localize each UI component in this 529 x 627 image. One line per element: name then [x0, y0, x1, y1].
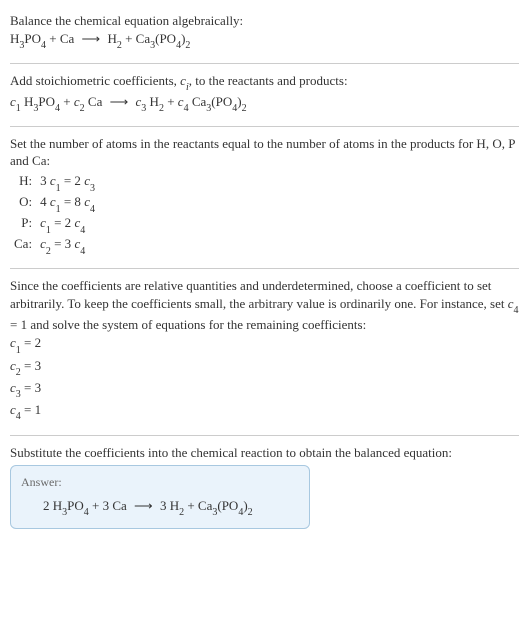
divider [10, 126, 519, 127]
element-equation: 3 c1 = 2 c3 [36, 172, 99, 193]
section-solve: Since the coefficients are relative quan… [10, 273, 519, 431]
heading-text: Add stoichiometric coefficients, ci, to … [10, 72, 519, 93]
atom-equation-row: P:c1 = 2 c4 [10, 214, 99, 235]
section-add-coeffs: Add stoichiometric coefficients, ci, to … [10, 68, 519, 122]
atom-equations-table: H:3 c1 = 2 c3O:4 c1 = 8 c4P:c1 = 2 c4Ca:… [10, 172, 99, 256]
coefficient-line: c3 = 3 [10, 379, 519, 400]
heading-part-a: Add stoichiometric coefficients, [10, 73, 180, 88]
balanced-equation: 2 H3PO4 + 3 Ca ⟶ 3 H2 + Ca3(PO4)2 [21, 491, 299, 518]
heading-text: Since the coefficients are relative quan… [10, 277, 519, 333]
answer-label: Answer: [21, 474, 299, 490]
element-label: H: [10, 172, 36, 193]
element-equation: c2 = 3 c4 [36, 235, 99, 256]
heading-text: Substitute the coefficients into the che… [10, 444, 519, 462]
coefficient-line: c1 = 2 [10, 334, 519, 355]
element-label: Ca: [10, 235, 36, 256]
atom-equation-row: H:3 c1 = 2 c3 [10, 172, 99, 193]
section-substitute: Substitute the coefficients into the che… [10, 440, 519, 537]
coefficient-line: c2 = 3 [10, 357, 519, 378]
heading-text: Balance the chemical equation algebraica… [10, 12, 519, 30]
coeff-equation: c1 H3PO4 + c2 Ca ⟶ c3 H2 + c4 Ca3(PO4)2 [10, 93, 519, 114]
answer-box: Answer: 2 H3PO4 + 3 Ca ⟶ 3 H2 + Ca3(PO4)… [10, 465, 310, 528]
element-label: O: [10, 193, 36, 214]
divider [10, 63, 519, 64]
divider [10, 268, 519, 269]
element-equation: c1 = 2 c4 [36, 214, 99, 235]
divider [10, 435, 519, 436]
atom-equation-row: Ca:c2 = 3 c4 [10, 235, 99, 256]
element-label: P: [10, 214, 36, 235]
heading-text: Set the number of atoms in the reactants… [10, 135, 519, 170]
section-atom-balance: Set the number of atoms in the reactants… [10, 131, 519, 264]
raw-equation: H3PO4 + Ca ⟶ H2 + Ca3(PO4)2 [10, 30, 519, 51]
ci-symbol: ci [180, 73, 189, 88]
heading-part-b: , to the reactants and products: [189, 73, 348, 88]
atom-equation-row: O:4 c1 = 8 c4 [10, 193, 99, 214]
element-equation: 4 c1 = 8 c4 [36, 193, 99, 214]
coefficient-line: c4 = 1 [10, 401, 519, 422]
section-balance-heading: Balance the chemical equation algebraica… [10, 8, 519, 59]
coefficient-values: c1 = 2c2 = 3c3 = 3c4 = 1 [10, 334, 519, 421]
